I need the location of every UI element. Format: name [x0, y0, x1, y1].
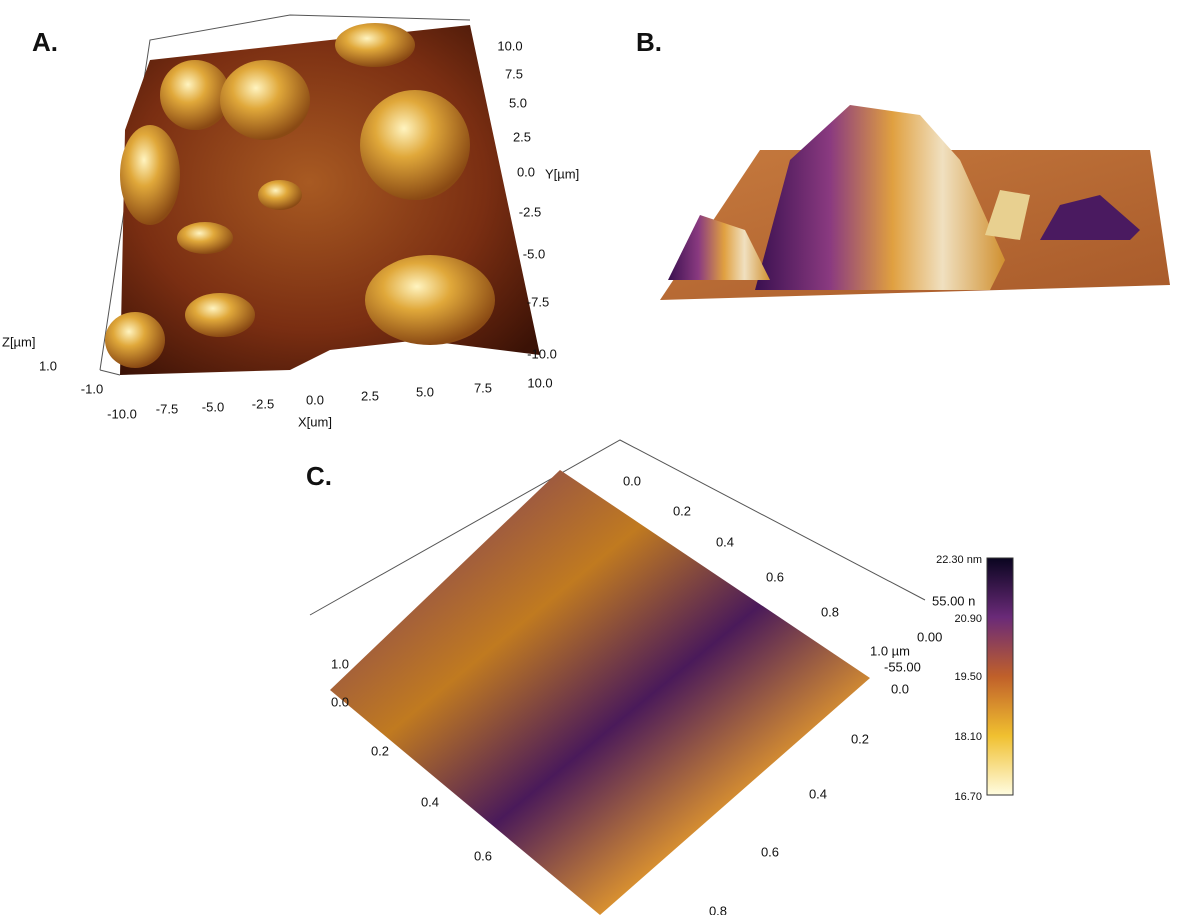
tick-label: 0.0	[331, 694, 349, 709]
tick-label: 1.0 µm	[870, 643, 910, 658]
axis-label: X[um]	[298, 414, 332, 429]
x-tick-label: 10.0	[527, 375, 552, 390]
y-tick-label: 0.0	[517, 164, 535, 179]
panel-label: C.	[306, 461, 332, 491]
tick-label: 0.0	[891, 681, 909, 696]
tick-label: 0.0	[623, 473, 641, 488]
x-tick-label: 7.5	[474, 380, 492, 395]
panel-label: A.	[32, 27, 58, 57]
z-tick-label: -55.00	[884, 659, 921, 674]
colorbar-tick-label: 19.50	[954, 671, 982, 683]
panel-a-surface	[99, 14, 540, 376]
z-tick-label: 0.00	[917, 629, 942, 644]
x-tick-label: 0.0	[306, 392, 324, 407]
tick-label: 0.2	[371, 743, 389, 758]
tick-label: 0.2	[673, 503, 691, 518]
y-tick-label: -7.5	[527, 294, 549, 309]
tick-label: 0.4	[809, 786, 827, 801]
tick-label: 0.6	[761, 844, 779, 859]
tick-label: 0.6	[766, 569, 784, 584]
y-tick-label: -2.5	[519, 204, 541, 219]
tick-label: 0.8	[821, 604, 839, 619]
panel-label: B.	[636, 27, 662, 57]
colorbar-tick-label: 20.90	[954, 613, 982, 625]
tick-label: 0.2	[851, 731, 869, 746]
panel-c-surface	[309, 439, 1014, 915]
z-tick-label: 1.0	[39, 358, 57, 373]
y-tick-label: 10.0	[497, 38, 522, 53]
tick-label: 0.6	[474, 848, 492, 863]
y-tick-label: 2.5	[513, 129, 531, 144]
x-tick-label: 5.0	[416, 384, 434, 399]
tick-label: 0.4	[716, 534, 734, 549]
z-tick-label: 55.00 n	[932, 593, 975, 608]
y-tick-label: -10.0	[527, 346, 557, 361]
tick-label: 1.0	[331, 656, 349, 671]
tick-label: 0.4	[421, 794, 439, 809]
colorbar-tick-label: 18.10	[954, 731, 982, 743]
x-tick-label: -5.0	[202, 399, 224, 414]
panel-b-surface	[660, 105, 1170, 300]
tick-label: 0.8	[709, 903, 727, 915]
colorbar-tick-label: 16.70	[954, 791, 982, 803]
colorbar-tick-label: 22.30 nm	[936, 554, 982, 566]
x-tick-label: -7.5	[156, 401, 178, 416]
axis-label: Z[µm]	[2, 334, 35, 349]
colorbar	[986, 557, 1014, 796]
axis-label: Y[µm]	[545, 166, 579, 181]
x-tick-label: 2.5	[361, 388, 379, 403]
x-tick-label: -10.0	[107, 406, 137, 421]
x-tick-label: -2.5	[252, 396, 274, 411]
y-tick-label: 7.5	[505, 66, 523, 81]
y-tick-label: -5.0	[523, 246, 545, 261]
y-tick-label: 5.0	[509, 95, 527, 110]
z-tick-label: -1.0	[81, 381, 103, 396]
